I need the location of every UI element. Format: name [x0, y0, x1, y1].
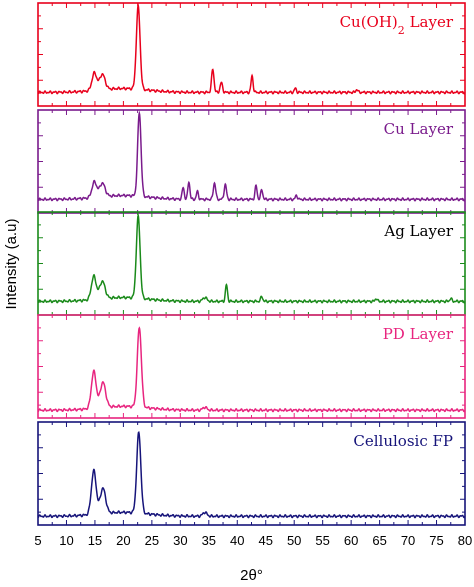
series-line: [37, 326, 466, 413]
panel-5: Cellulosic FP: [37, 421, 466, 526]
y-axis-title: Intensity (a.u): [3, 219, 20, 310]
series-line: [37, 2, 466, 95]
x-tick-label: 45: [258, 533, 272, 548]
series-line: [37, 212, 466, 304]
x-tick-label: 10: [59, 533, 73, 548]
x-tick-label: 20: [116, 533, 130, 548]
panel-1: Cu(OH)2 Layer: [37, 2, 466, 107]
x-tick-label: 70: [401, 533, 415, 548]
series-line: [37, 430, 466, 519]
x-tick-label: 60: [344, 533, 358, 548]
x-tick-label: 15: [88, 533, 102, 548]
x-tick-label: 30: [173, 533, 187, 548]
x-tick-label: 5: [34, 533, 41, 548]
series-line: [37, 110, 466, 202]
x-tick-label: 25: [145, 533, 159, 548]
x-axis-title: 2θ°: [240, 567, 263, 584]
panel-2: Cu Layer: [37, 109, 466, 214]
x-tick-label: 80: [458, 533, 472, 548]
x-tick-label: 65: [372, 533, 386, 548]
x-tick-label: 40: [230, 533, 244, 548]
series-label: Cellulosic FP: [353, 432, 453, 450]
panels-group: Cu(OH)2 Layer Cu Layer Ag Layer PD Layer Cel…: [37, 2, 466, 526]
panel-4: PD Layer: [37, 314, 466, 419]
series-label: Cu Layer: [384, 120, 454, 138]
panel-frame: [37, 2, 466, 107]
panel-3: Ag Layer: [37, 211, 466, 316]
series-label: PD Layer: [383, 325, 454, 343]
series-label: Cu(OH)2 Layer: [340, 13, 454, 37]
x-tick-label: 50: [287, 533, 301, 548]
x-tick-label: 35: [202, 533, 216, 548]
series-label: Ag Layer: [383, 222, 453, 240]
x-tick-label: 75: [429, 533, 443, 548]
x-tick-labels: 5 10 15 20 25 30 35 40 45 50 55 60 65 70 75 80: [34, 533, 472, 548]
x-tick-label: 55: [315, 533, 329, 548]
